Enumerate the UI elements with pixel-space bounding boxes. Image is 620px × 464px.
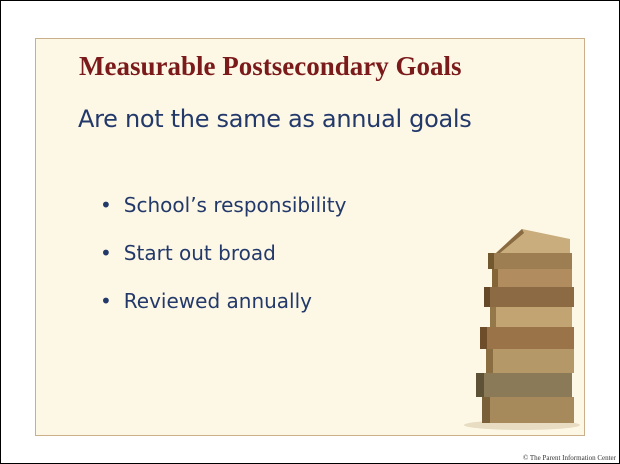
bullet-list: School’s responsibility Start out broad …	[100, 193, 346, 337]
slide-subtitle: Are not the same as annual goals	[78, 105, 471, 133]
bullet: Reviewed annually	[100, 289, 346, 337]
footer: © The Parent Information Center	[523, 454, 616, 462]
books-illustration	[462, 219, 582, 431]
page: Measurable Postsecondary Goals Are not t…	[0, 0, 620, 464]
bullet: Start out broad	[100, 241, 346, 289]
slide: Measurable Postsecondary Goals Are not t…	[35, 38, 585, 436]
slide-title: Measurable Postsecondary Goals	[79, 51, 461, 82]
bullet: School’s responsibility	[100, 193, 346, 241]
